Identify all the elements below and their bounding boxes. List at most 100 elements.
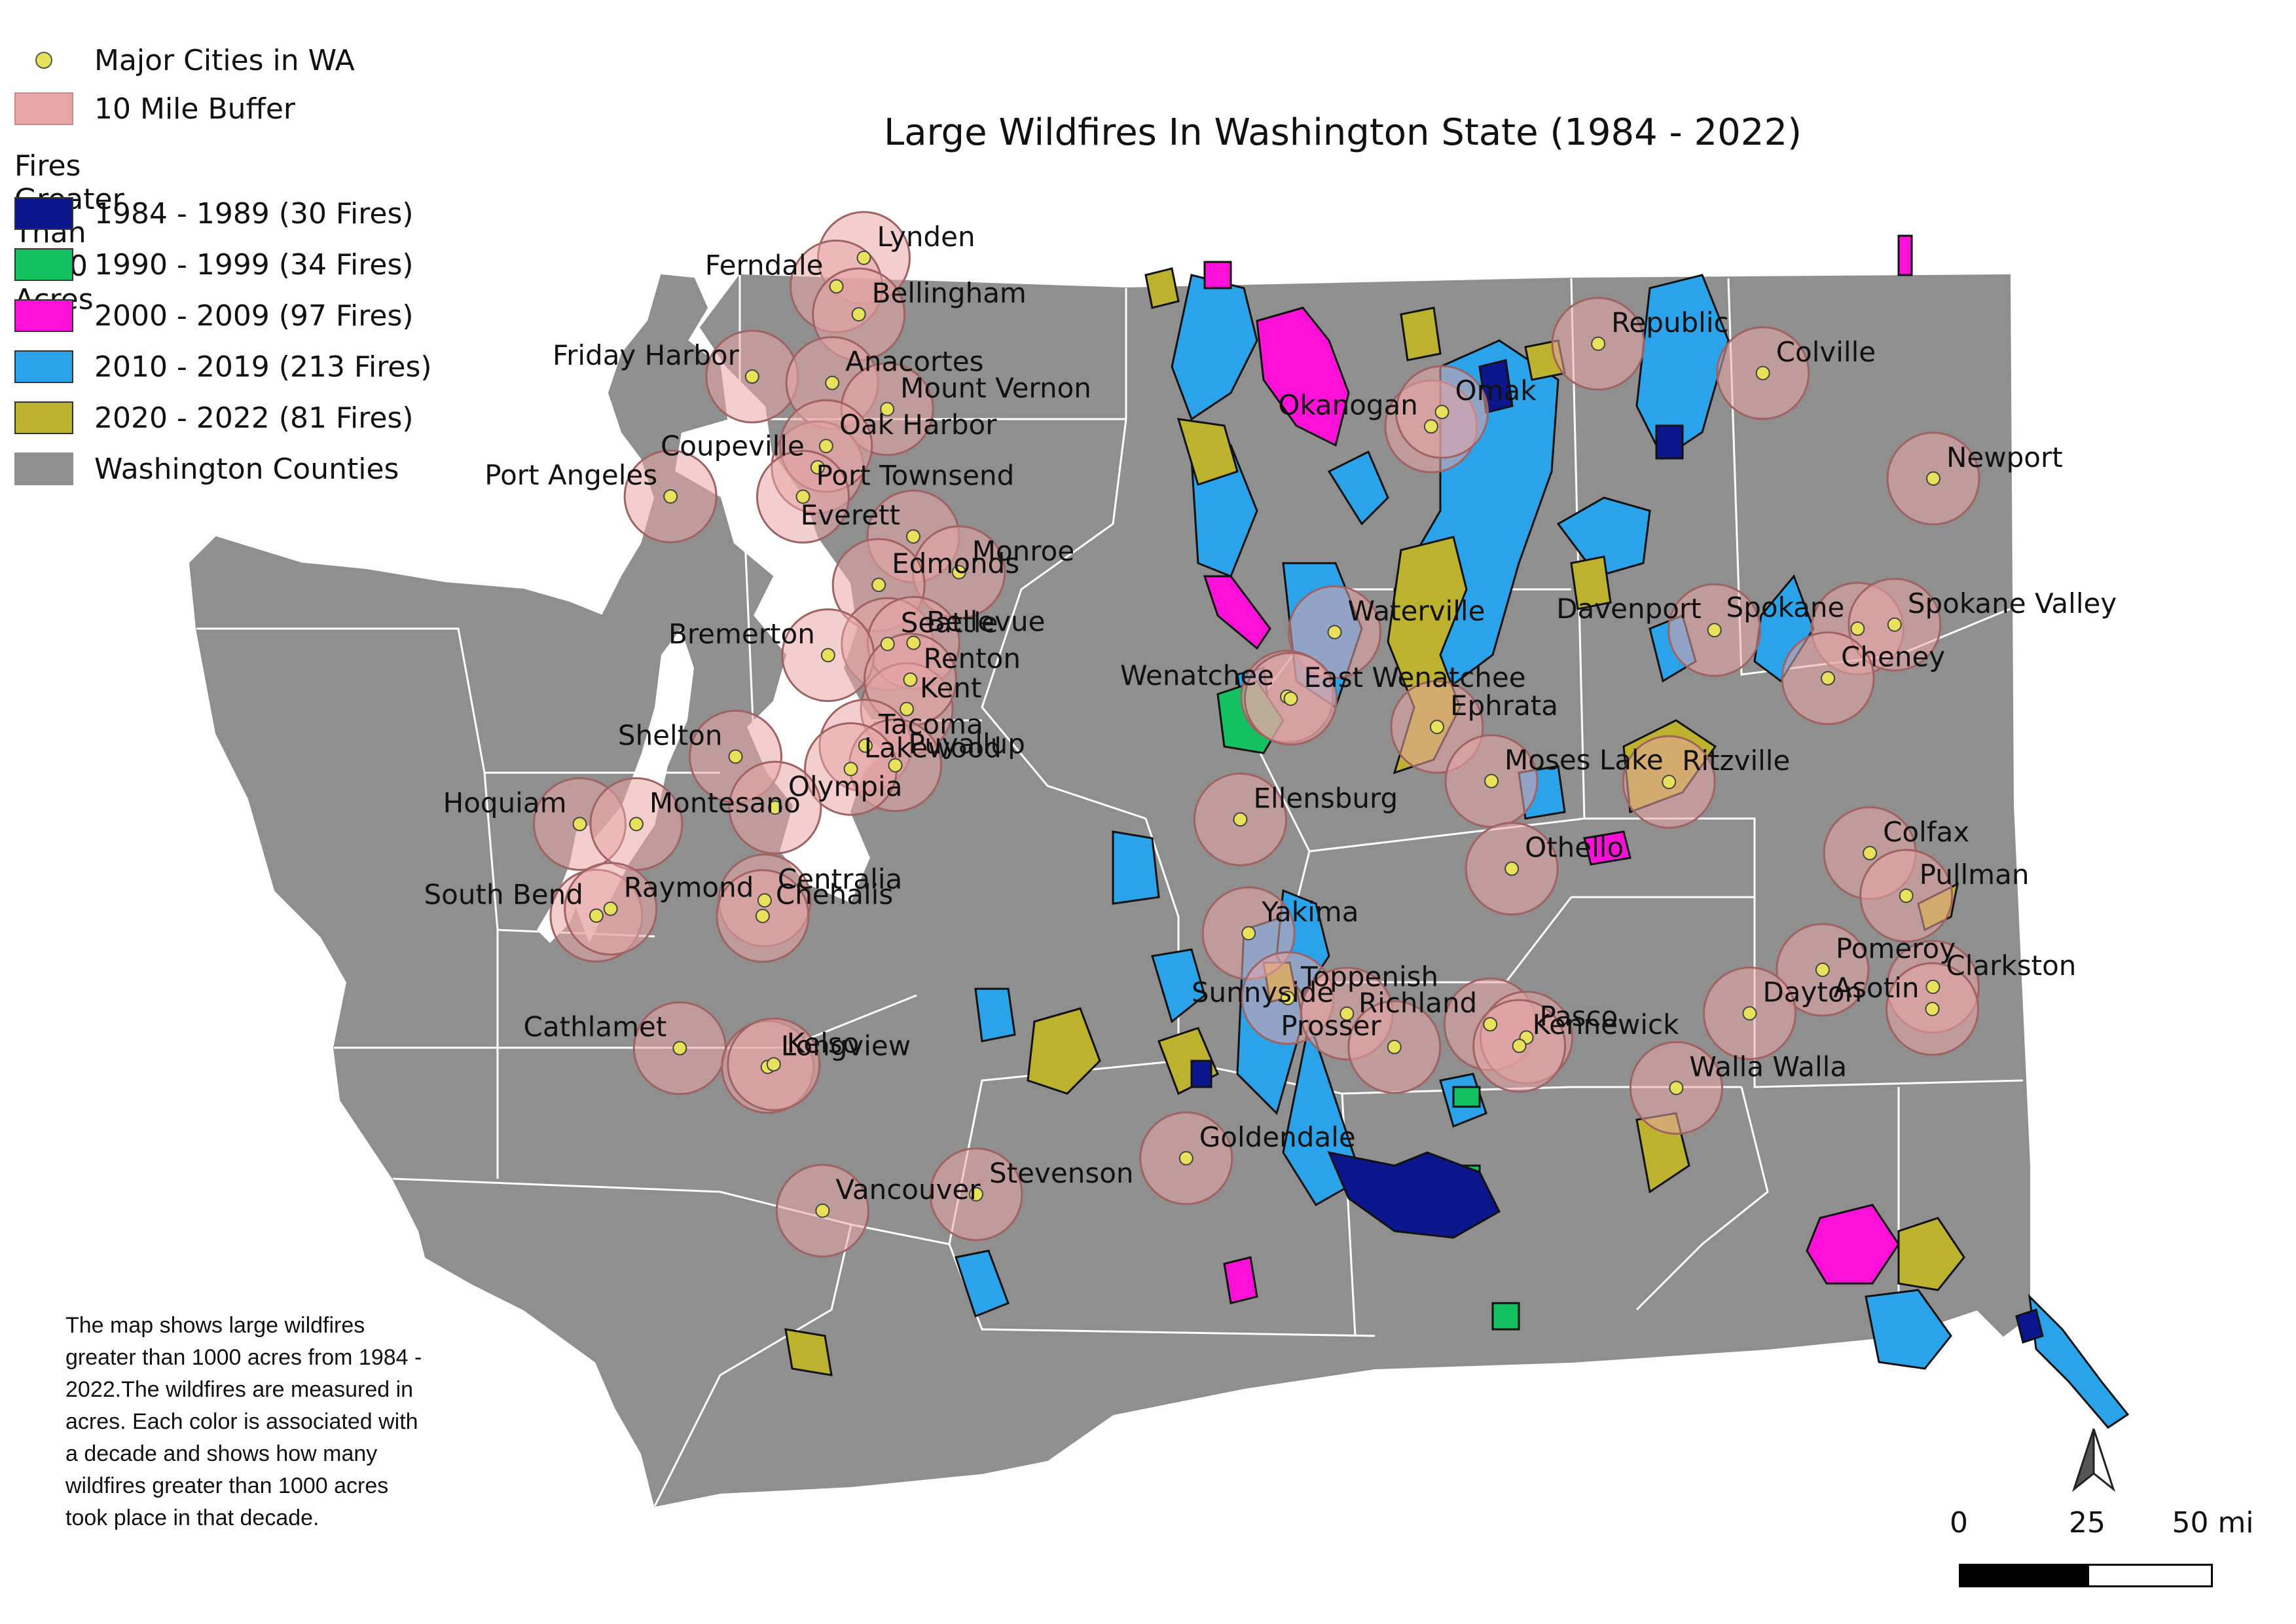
city-label-colville: Colville — [1776, 336, 1876, 368]
city-dot-port-townsend[interactable] — [795, 489, 811, 504]
north-arrow-icon — [2072, 1428, 2115, 1492]
city-dot-republic[interactable] — [1591, 336, 1606, 351]
city-dot-sunnyside[interactable] — [1339, 1006, 1355, 1021]
city-dot-omak[interactable] — [1434, 405, 1449, 420]
city-dot-ferndale[interactable] — [829, 279, 844, 294]
city-label-centralia: Centralia — [778, 863, 902, 895]
city-label-chehalis: Chehalis — [776, 879, 893, 911]
city-dot-toppenish[interactable] — [1280, 991, 1295, 1006]
city-dot-icon — [14, 44, 73, 77]
city-label-colfax: Colfax — [1883, 816, 1969, 848]
city-label-puyallup: Puyallup — [909, 728, 1025, 760]
city-dot-mount-vernon[interactable] — [880, 401, 895, 416]
city-label-omak: Omak — [1455, 375, 1537, 407]
city-dot-tacoma[interactable] — [858, 738, 873, 753]
city-label-ellensburg: Ellensburg — [1254, 782, 1398, 814]
city-dot-asotin[interactable] — [1925, 1001, 1940, 1016]
scale-label-0: 0 — [1950, 1506, 1968, 1540]
scale-label-25: 25 — [2069, 1506, 2105, 1540]
city-dot-chehalis[interactable] — [755, 908, 770, 923]
city-dot-prosser[interactable] — [1387, 1039, 1402, 1054]
city-label-ephrata: Ephrata — [1450, 690, 1558, 722]
city-label-walla-walla: Walla Walla — [1689, 1050, 1847, 1082]
city-dot-centralia[interactable] — [757, 893, 772, 908]
city-dot-cheney[interactable] — [1821, 671, 1836, 686]
city-label-spokane: Spokane — [1726, 591, 1845, 623]
city-dot-friday-harbor[interactable] — [744, 369, 759, 384]
city-dot-waterville[interactable] — [1327, 625, 1342, 640]
city-dot-anacortes[interactable] — [825, 375, 840, 390]
washington-counties-layer — [189, 274, 2030, 1507]
city-dot-port-angeles[interactable] — [663, 489, 678, 504]
city-dot-vancouver[interactable] — [815, 1203, 830, 1218]
city-dot-lynden[interactable] — [856, 250, 871, 265]
city-dot-kelso[interactable] — [766, 1057, 781, 1072]
city-dot-oak-harbor[interactable] — [818, 439, 833, 454]
city-label-cathlamet: Cathlamet — [524, 1011, 667, 1043]
legend-label-decade-5: 2020 - 2022 (81 Fires) — [94, 401, 414, 435]
city-dot-dayton[interactable] — [1742, 1006, 1757, 1021]
city-dot-olympia[interactable] — [767, 800, 782, 815]
city-dot-hoquiam[interactable] — [572, 817, 587, 832]
city-dot-lakewood[interactable] — [843, 762, 858, 777]
city-dot-puyallup[interactable] — [888, 758, 903, 773]
city-dots-layer — [572, 250, 1941, 1218]
city-dot-kennewick[interactable] — [1512, 1039, 1527, 1054]
city-label-sunnyside: Sunnyside — [1192, 976, 1334, 1008]
city-dot-montesano[interactable] — [629, 817, 644, 832]
city-label-oak-harbor: Oak Harbor — [839, 409, 997, 441]
city-dot-yakima[interactable] — [1241, 926, 1256, 941]
legend-label-decade-1: 1984 - 1989 (30 Fires) — [94, 196, 414, 231]
city-label-kent: Kent — [920, 672, 981, 704]
city-dot-othello[interactable] — [1504, 861, 1520, 876]
city-dot-pullman[interactable] — [1899, 888, 1914, 903]
city-dot-richland[interactable] — [1483, 1017, 1498, 1032]
city-dot-ephrata[interactable] — [1429, 720, 1444, 735]
city-label-cheney: Cheney — [1841, 641, 1945, 673]
city-dot-raymond[interactable] — [603, 901, 618, 916]
city-dot-spokane[interactable] — [1850, 621, 1865, 637]
decade-swatch-5 — [14, 401, 73, 434]
city-dot-ellensburg[interactable] — [1233, 812, 1248, 827]
city-dot-newport[interactable] — [1926, 471, 1941, 486]
city-dot-coupeville[interactable] — [810, 460, 825, 475]
city-label-republic: Republic — [1611, 306, 1729, 339]
city-label-anacortes: Anacortes — [845, 346, 983, 378]
city-dot-bellingham[interactable] — [851, 307, 866, 322]
city-dot-walla-walla[interactable] — [1669, 1080, 1684, 1096]
city-dot-stevenson[interactable] — [969, 1187, 984, 1202]
city-label-port-townsend: Port Townsend — [816, 460, 1014, 492]
city-dot-moses-lake[interactable] — [1484, 773, 1499, 788]
city-dot-everett[interactable] — [905, 529, 920, 544]
city-dot-clarkston[interactable] — [1925, 979, 1941, 994]
city-dot-south-bend[interactable] — [589, 908, 604, 923]
city-dot-cathlamet[interactable] — [672, 1041, 687, 1056]
city-dot-bremerton[interactable] — [820, 648, 835, 663]
city-dot-kent[interactable] — [900, 701, 915, 716]
city-dot-monroe[interactable] — [951, 564, 966, 580]
city-dot-seattle[interactable] — [880, 637, 895, 652]
city-dot-spokane-valley[interactable] — [1887, 617, 1902, 632]
city-dot-shelton[interactable] — [728, 749, 743, 764]
city-dot-colfax[interactable] — [1863, 845, 1878, 860]
city-dot-colville[interactable] — [1755, 365, 1770, 380]
city-dot-renton[interactable] — [903, 672, 918, 687]
city-dot-east-wenatchee[interactable] — [1283, 691, 1298, 706]
legend-label-decade-2: 1990 - 1999 (34 Fires) — [94, 248, 414, 282]
legend-item-decade-4: 2010 - 2019 (213 Fires) — [14, 347, 432, 386]
city-dot-davenport[interactable] — [1707, 623, 1722, 638]
city-dot-ritzville[interactable] — [1662, 775, 1677, 790]
map-title: Large Wildfires In Washington State (198… — [884, 111, 1802, 154]
city-label-stevenson: Stevenson — [989, 1157, 1133, 1189]
city-label-toppenish: Toppenish — [1300, 961, 1438, 993]
city-label-pasco: Pasco — [1539, 1000, 1618, 1032]
city-dot-pomeroy[interactable] — [1815, 963, 1830, 977]
city-dot-okanogan[interactable] — [1423, 419, 1438, 434]
city-dot-bellevue[interactable] — [906, 635, 921, 650]
legend-item-decade-1: 1984 - 1989 (30 Fires) — [14, 194, 414, 233]
city-label-longview: Longview — [781, 1029, 911, 1061]
county-swatch — [14, 452, 73, 485]
city-dot-edmonds[interactable] — [871, 578, 886, 593]
city-dot-goldendale[interactable] — [1178, 1151, 1194, 1166]
